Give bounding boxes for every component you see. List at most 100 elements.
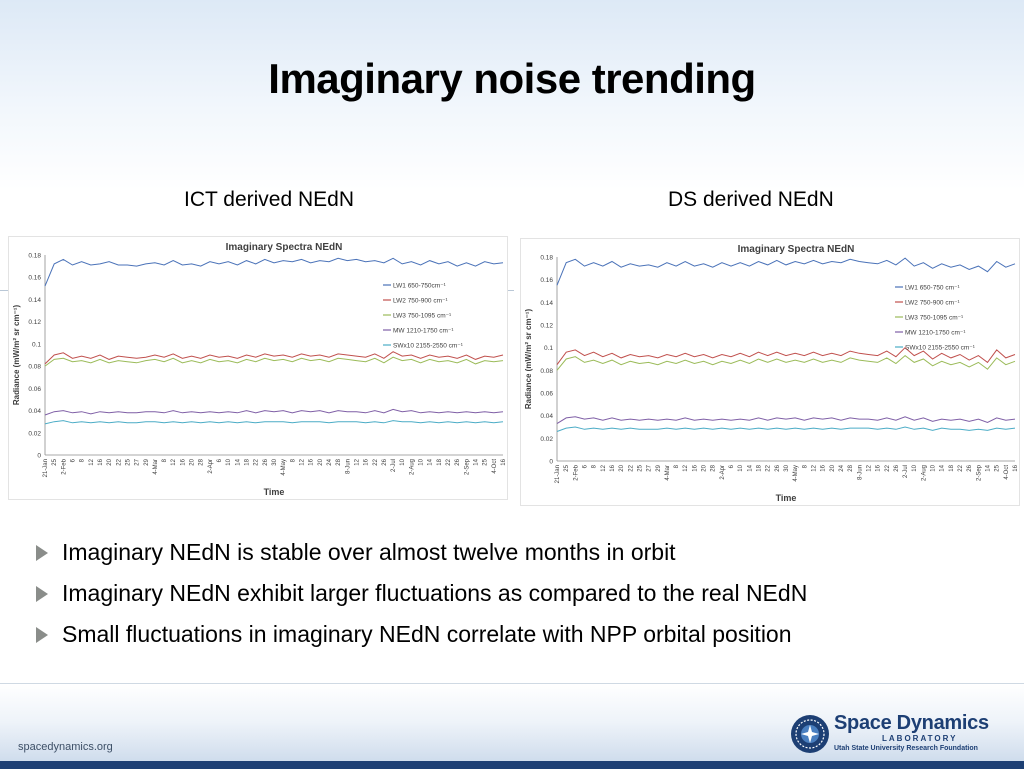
x-tick-label: 14: [235, 458, 241, 465]
chart-caption-ict: ICT derived NEdN: [184, 188, 355, 211]
legend-entry: LW3 750-1095 cm⁻¹: [905, 315, 964, 322]
x-tick-label: 22: [373, 458, 379, 465]
series-line-0: [556, 257, 1016, 286]
x-tick-label: 29: [656, 464, 662, 471]
logo-tagline: Utah State University Research Foundatio…: [834, 745, 978, 752]
x-tick-label: 10: [912, 464, 918, 471]
ds-nedn-chart: Imaginary Spectra NEdN 0 0.02 0.04 0.06 0.08 0…: [520, 238, 1020, 506]
y-tick-label: 0.12: [540, 323, 553, 330]
logo-name: Space Dynamics: [834, 712, 989, 734]
legend-entry: LW1 650-750cm⁻¹: [393, 283, 447, 290]
y-axis-label: Radiance (mW/m² sr cm⁻¹): [12, 305, 21, 406]
x-tick-label: 25: [52, 458, 58, 465]
legend-entry: MW 1210-1750 cm⁻¹: [905, 330, 966, 337]
x-tick-label: 21-Jan: [43, 459, 49, 477]
bullet-text: Imaginary NEdN exhibit larger fluctuatio…: [62, 580, 808, 606]
x-tick-label: 26: [894, 464, 900, 471]
x-tick-label: 20: [107, 458, 113, 465]
x-tick-label: 20: [702, 464, 708, 471]
x-tick-label: 27: [647, 464, 653, 471]
x-tick-label: 12: [866, 464, 872, 471]
y-tick-label: 0.14: [540, 300, 553, 307]
series-line-1: [44, 351, 504, 365]
bullet-text: Small fluctuations in imaginary NEdN cor…: [62, 621, 792, 647]
x-tick-label: 10: [738, 464, 744, 471]
x-tick-label: 14: [940, 464, 946, 471]
x-tick-label: 22: [116, 458, 122, 465]
x-tick-label: 4-May: [281, 459, 287, 476]
x-tick-label: 16: [309, 458, 315, 465]
x-tick-label: 22: [958, 464, 964, 471]
x-tick-label: 30: [272, 458, 278, 465]
sdl-seal-icon: [791, 715, 829, 753]
bullet-item: Imaginary NEdN exhibit larger fluctuatio…: [36, 577, 807, 618]
left-edge-tick: [0, 290, 8, 291]
x-tick-label: 6: [729, 464, 735, 468]
series-line-4: [556, 426, 1016, 432]
legend-entry: LW2 750-900 cm⁻¹: [905, 300, 960, 307]
bullet-list: Imaginary NEdN is stable over almost twe…: [36, 536, 807, 659]
x-tick-label: 4-Oct: [1004, 465, 1010, 480]
y-tick-label: 0: [37, 453, 41, 460]
x-tick-label: 2-Feb: [573, 464, 579, 480]
x-tick-label: 28: [711, 464, 717, 471]
y-tick-label: 0.14: [28, 297, 41, 304]
legend-entry: LW3 750-1095 cm⁻¹: [393, 313, 452, 320]
x-tick-label: 22: [766, 464, 772, 471]
legend-entry: SWx10 2155-2550 cm⁻¹: [393, 343, 464, 350]
x-tick-label: 2-Sep: [464, 458, 470, 475]
bullet-text: Imaginary NEdN is stable over almost twe…: [62, 539, 676, 565]
chart-caption-ds: DS derived NEdN: [668, 188, 834, 211]
x-tick-label: 22: [254, 458, 260, 465]
bullet-arrow-icon: [36, 545, 48, 561]
x-tick-label: 10: [419, 458, 425, 465]
x-tick-label: 18: [437, 458, 443, 465]
x-tick-label: 24: [327, 458, 333, 465]
x-tick-label: 2-Sep: [976, 464, 982, 481]
x-tick-label: 25: [995, 464, 1001, 471]
x-tick-label: 2-Feb: [61, 458, 67, 474]
x-tick-label: 18: [245, 458, 251, 465]
x-tick-label: 8-Jun: [857, 465, 863, 480]
x-tick-label: 12: [89, 458, 95, 465]
x-tick-label: 27: [135, 458, 141, 465]
x-tick-label: 28: [848, 464, 854, 471]
x-tick-label: 12: [811, 464, 817, 471]
x-tick-label: 4-Mar: [665, 465, 671, 481]
footer-band: [0, 761, 1024, 769]
x-tick-label: 16: [610, 464, 616, 471]
x-tick-label: 6: [70, 458, 76, 462]
y-tick-label: 0.08: [28, 364, 41, 371]
x-tick-label: 18: [757, 464, 763, 471]
x-tick-label: 2-Aug: [921, 465, 927, 481]
logo-subname: LABORATORY: [882, 734, 958, 743]
y-tick-label: 0.06: [540, 391, 553, 398]
chart-title: Imaginary Spectra NEdN: [226, 242, 343, 253]
x-tick-label: 8: [162, 458, 168, 462]
y-tick-label: 0.16: [540, 277, 553, 284]
y-tick-label: 0: [549, 459, 553, 466]
footer: spacedynamics.org: [0, 683, 1024, 769]
x-tick-label: 8-Jun: [345, 459, 351, 474]
legend-entry: LW1 650-750 cm⁻¹: [905, 285, 960, 292]
x-tick-label: 14: [747, 464, 753, 471]
x-tick-label: 25: [637, 464, 643, 471]
series-line-2: [556, 354, 1016, 371]
x-tick-label: 12: [683, 464, 689, 471]
x-tick-label: 25: [483, 458, 489, 465]
y-tick-label: 0.02: [28, 430, 41, 437]
legend-entry: LW2 750-900 cm⁻¹: [393, 298, 448, 305]
x-tick-label: 30: [784, 464, 790, 471]
y-tick-label: 0.16: [28, 275, 41, 282]
x-tick-label: 2-Apr: [720, 465, 726, 480]
footer-url[interactable]: spacedynamics.org: [18, 741, 113, 753]
x-tick-label: 14: [428, 458, 434, 465]
bullet-item: Imaginary NEdN is stable over almost twe…: [36, 536, 807, 577]
sdl-logo: Space Dynamics LABORATORY Utah State Uni…: [790, 712, 990, 758]
x-tick-label: 28: [199, 458, 205, 465]
x-tick-label: 8: [674, 464, 680, 468]
ict-nedn-chart: Imaginary Spectra NEdN 0 0.02 0.04 0.06 0.08 0…: [8, 236, 508, 500]
x-tick-label: 28: [336, 458, 342, 465]
x-tick-label: 16: [501, 458, 507, 465]
y-tick-label: 0.18: [540, 255, 553, 262]
